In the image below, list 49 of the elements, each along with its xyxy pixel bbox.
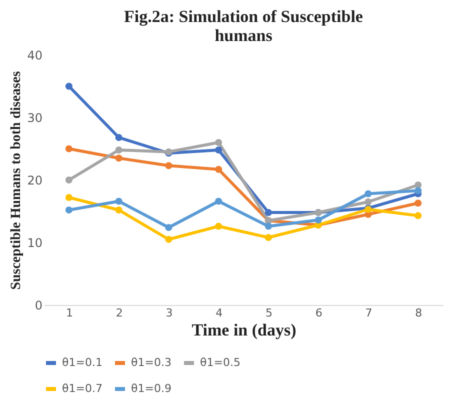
legend-label: θ1=0.5 [200, 356, 240, 369]
x-tick-label: 4 [216, 306, 223, 320]
y-tick-label: 10 [27, 236, 42, 250]
text: humans [214, 26, 272, 45]
y-tick-label: 20 [27, 174, 42, 188]
point [215, 198, 222, 205]
point [65, 82, 72, 90]
point [414, 187, 422, 194]
point [264, 222, 272, 230]
point [414, 200, 422, 207]
point [215, 222, 222, 230]
x-tick-label: 3 [166, 306, 173, 320]
point [65, 176, 72, 184]
point [264, 234, 272, 242]
point [115, 206, 122, 214]
point [65, 194, 72, 202]
point [165, 162, 172, 170]
point [165, 236, 172, 243]
point [414, 212, 422, 220]
point [364, 190, 372, 198]
y-tick-label: 30 [27, 111, 42, 125]
point [115, 154, 122, 162]
point [264, 208, 272, 216]
point [215, 138, 222, 146]
point [364, 198, 372, 206]
legend-label: θ1=0.9 [131, 382, 172, 395]
x-axis-title: Time in (days) [192, 320, 296, 340]
x-tick-label: 8 [415, 306, 422, 320]
point [65, 145, 72, 152]
y-tick-label: 0 [34, 298, 42, 312]
point [215, 166, 222, 173]
y-tick-label: 40 [27, 48, 42, 62]
point [165, 224, 172, 232]
point [115, 198, 122, 205]
x-tick-label: 1 [66, 306, 73, 320]
point [65, 206, 72, 214]
x-tick-label: 5 [265, 306, 272, 320]
legend-label: θ1=0.3 [131, 356, 172, 369]
legend-label: θ1=0.7 [62, 382, 102, 395]
point [215, 146, 222, 154]
point [115, 134, 122, 142]
y-axis-title: Susceptible Humans to both diseases [9, 70, 24, 290]
text: Fig.2a: Simulation of Susceptible [124, 7, 363, 26]
legend-label: θ1=0.1 [62, 356, 102, 369]
x-tick-label: 6 [315, 306, 322, 320]
point [314, 216, 322, 224]
x-tick-label: 2 [116, 306, 123, 320]
x-tick-label: 7 [365, 306, 372, 320]
point [115, 146, 122, 154]
